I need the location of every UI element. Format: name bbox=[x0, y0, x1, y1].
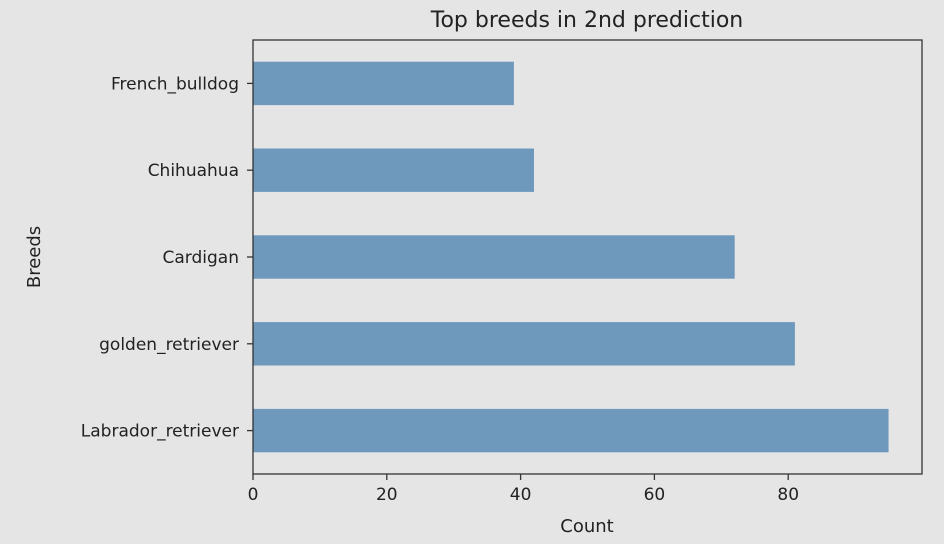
y-tick-label-chihuahua: Chihuahua bbox=[148, 161, 239, 181]
x-axis-ticks: 0 20 40 60 80 bbox=[248, 474, 799, 505]
bar-labrador-retriever bbox=[253, 408, 889, 453]
x-tick-label-60: 60 bbox=[644, 485, 666, 505]
x-tick-label-40: 40 bbox=[510, 485, 532, 505]
chart-title: Top breeds in 2nd prediction bbox=[430, 8, 743, 33]
y-axis-ticks: Labrador_retriever golden_retriever Cardig… bbox=[81, 74, 253, 442]
x-axis-label: Count bbox=[560, 516, 613, 537]
x-tick-label-80: 80 bbox=[777, 485, 799, 505]
bars-group bbox=[253, 61, 889, 453]
bar-golden-retriever bbox=[253, 322, 795, 366]
y-tick-label-french-bulldog: French_bulldog bbox=[111, 74, 239, 94]
y-tick-label-cardigan: Cardigan bbox=[163, 248, 239, 268]
x-tick-label-0: 0 bbox=[248, 485, 259, 505]
bar-french-bulldog bbox=[253, 61, 514, 106]
y-tick-label-golden-retriever: golden_retriever bbox=[99, 335, 239, 355]
bar-chihuahua bbox=[253, 148, 534, 192]
y-axis-label: Breeds bbox=[24, 226, 45, 288]
y-tick-label-labrador-retriever: Labrador_retriever bbox=[81, 422, 239, 442]
bar-cardigan bbox=[253, 235, 735, 279]
x-tick-label-20: 20 bbox=[376, 485, 398, 505]
